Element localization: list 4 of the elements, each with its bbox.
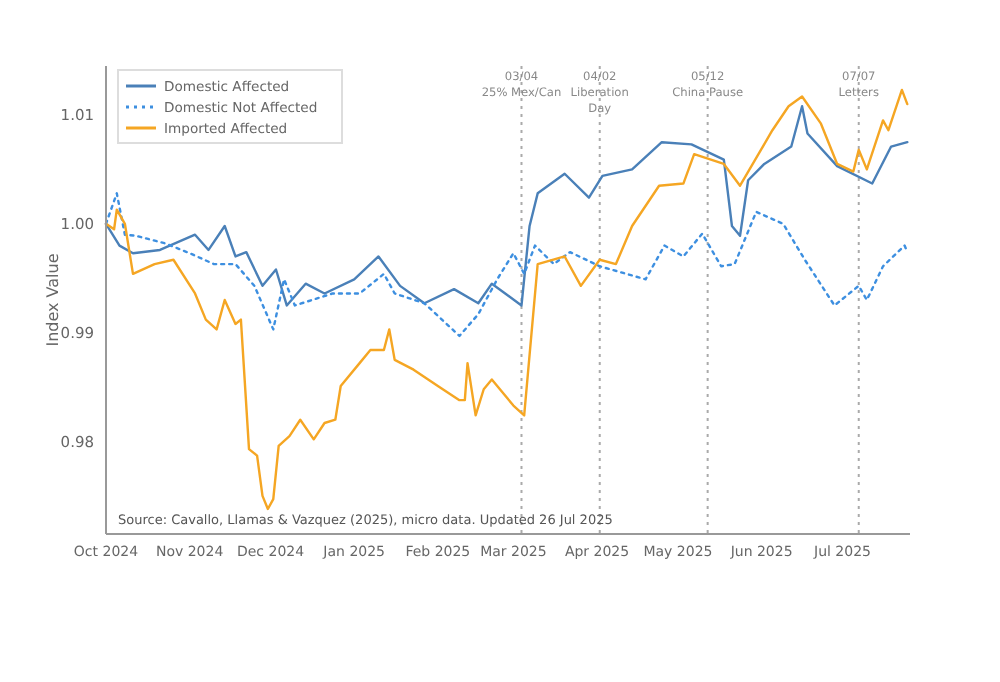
line-series — [104, 192, 909, 338]
y-axis-title: Index Value — [44, 253, 62, 347]
line-series — [104, 88, 909, 511]
line-series — [104, 105, 909, 307]
